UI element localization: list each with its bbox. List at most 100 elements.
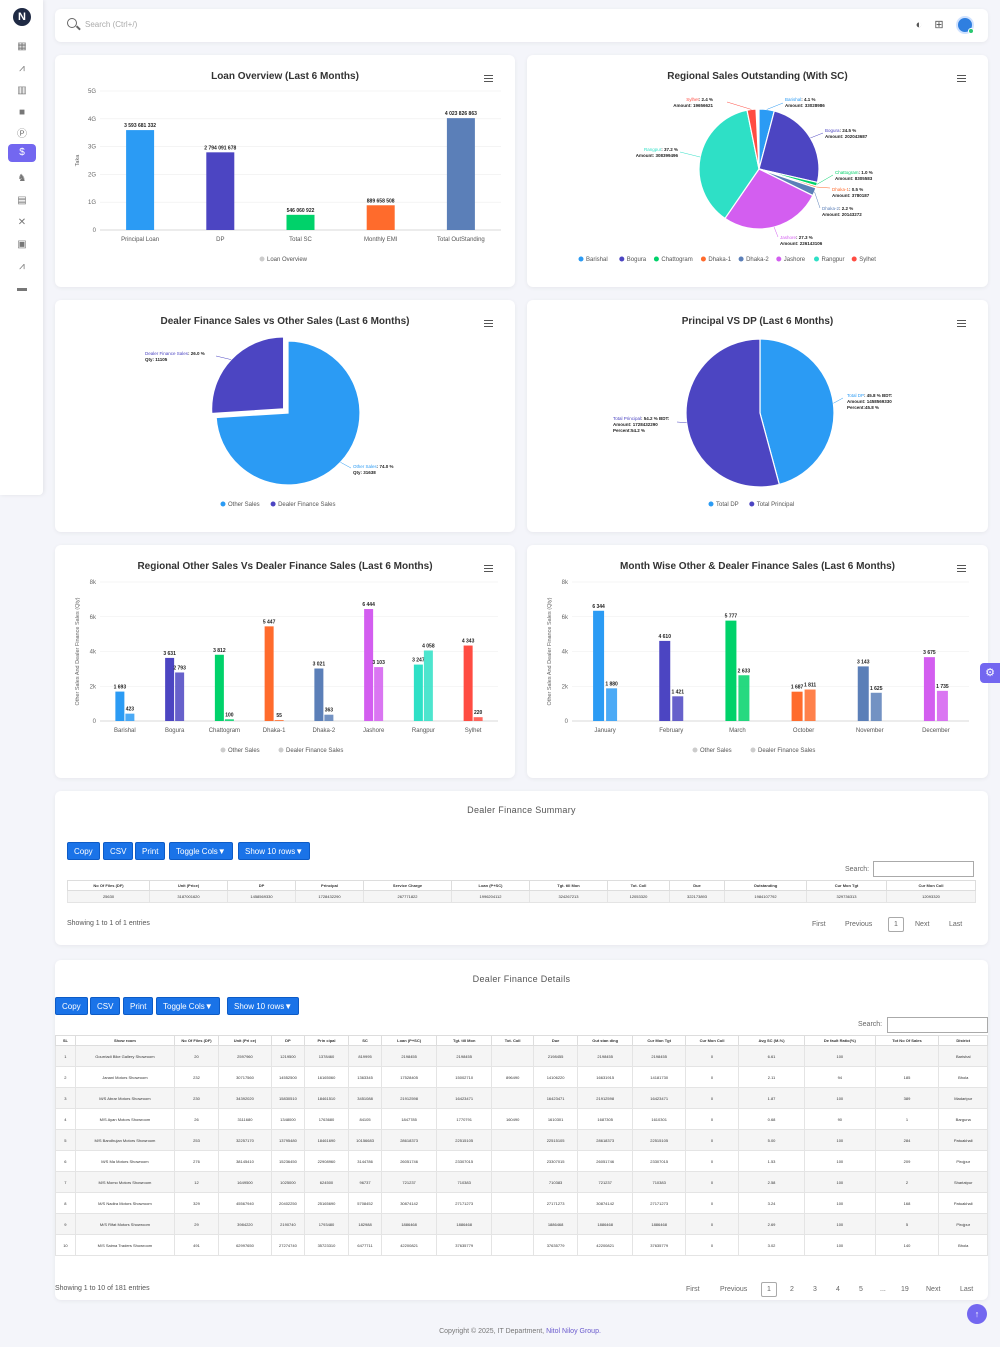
table-cell: 34392020 <box>218 1087 272 1109</box>
graph-icon[interactable]: ⩘ <box>19 261 25 272</box>
scroll-top-icon[interactable]: ↑ <box>967 1304 987 1324</box>
theme-toggle-icon[interactable]: ◐ <box>915 19 923 31</box>
page-link-last[interactable]: Last <box>949 921 963 928</box>
column-header[interactable]: Avg SC (M-%) <box>737 1035 806 1046</box>
column-header[interactable]: No Of Files (DF) <box>67 880 150 891</box>
tools-icon[interactable]: ✕ <box>17 217 27 228</box>
table-cell: 100 <box>804 1213 876 1235</box>
document-icon[interactable]: ▤ <box>17 195 27 206</box>
page-link-previous[interactable]: Previous <box>720 1286 748 1293</box>
column-header[interactable]: Tgt. till Mon <box>436 1035 493 1046</box>
y-tick-label: 8k <box>562 580 569 586</box>
page-link-19[interactable]: 19 <box>901 1286 909 1293</box>
column-header[interactable]: Prin cipal <box>303 1035 350 1046</box>
column-header[interactable]: Tot No Of Sales <box>874 1035 940 1046</box>
page-link-first[interactable]: First <box>686 1286 700 1293</box>
details-show-10-rows-button[interactable]: Show 10 rows▼ <box>227 997 300 1015</box>
pie-label-value: Amount: 202043687 <box>825 134 868 139</box>
chart-menu-icon[interactable] <box>957 75 966 82</box>
summary-toggle-cols-button[interactable]: Toggle Cols▼ <box>169 842 233 860</box>
user-avatar[interactable] <box>956 16 974 34</box>
column-header[interactable]: Tot. Coll <box>607 880 670 891</box>
details-copy-button[interactable]: Copy <box>55 997 88 1015</box>
column-header[interactable]: Tot. Coll <box>491 1035 535 1046</box>
column-header[interactable]: Cur Mon Coll <box>886 880 976 891</box>
table-body: 25630 3187001620 1458569330 1728432290 26777… <box>67 890 976 903</box>
column-header[interactable]: Loan (P+SC) <box>381 1035 438 1046</box>
online-status-dot <box>968 28 974 34</box>
column-header[interactable]: DP <box>270 1035 305 1046</box>
settings-gear-icon[interactable]: ⚙ <box>980 663 1000 683</box>
page-link-4[interactable]: 4 <box>836 1286 840 1293</box>
parking-icon[interactable]: Ⓟ <box>17 129 27 140</box>
page-link-next[interactable]: Next <box>915 921 930 928</box>
column-header[interactable]: Outstanding <box>724 880 807 891</box>
column-header[interactable]: Unit (Pri ce) <box>218 1035 272 1046</box>
chart-menu-icon[interactable] <box>484 320 493 327</box>
chart-menu-icon[interactable] <box>484 565 493 572</box>
column-header[interactable]: Principal <box>295 880 364 891</box>
pie-label-value: Qty: 11105 <box>145 357 168 362</box>
grid-apps-icon[interactable]: ⊞ <box>934 19 944 31</box>
data-label: 100 <box>225 712 234 718</box>
column-header[interactable]: Service Charge <box>363 880 452 891</box>
pie-label-name: Barishal: 4.1 % <box>785 97 816 102</box>
search-input[interactable]: Search (Ctrl+/) <box>85 20 138 29</box>
map-icon[interactable]: ▥ <box>17 85 27 96</box>
column-header[interactable]: SL <box>55 1035 76 1046</box>
logo[interactable]: N <box>13 8 31 26</box>
column-header[interactable]: Show room <box>74 1035 175 1046</box>
column-header[interactable]: DP <box>227 880 296 891</box>
toolbox-icon[interactable]: ▬ <box>17 283 27 294</box>
chart-menu-icon[interactable] <box>957 565 966 572</box>
dashboard-icon[interactable]: ▦ <box>17 41 27 52</box>
summary-print-button[interactable]: Print <box>135 842 166 860</box>
table-cell: 18461510 <box>303 1087 350 1109</box>
details-search-input[interactable] <box>887 1017 988 1033</box>
details-print-button[interactable]: Print <box>123 997 154 1015</box>
column-header[interactable]: Due <box>669 880 725 891</box>
column-header[interactable]: Cur Mon Coll <box>685 1035 739 1046</box>
money-bag-icon[interactable]: $ <box>8 144 36 162</box>
table-cell: 3451088 <box>348 1087 383 1109</box>
column-header[interactable]: Unit (Price) <box>149 880 228 891</box>
summary-search-input[interactable] <box>873 861 974 877</box>
chart-menu-icon[interactable] <box>484 75 493 82</box>
column-header[interactable]: SC <box>348 1035 383 1046</box>
column-header[interactable]: Tgt. till Mon <box>529 880 608 891</box>
column-header[interactable]: De fault Ratio(%) <box>804 1035 876 1046</box>
summary-csv-button[interactable]: CSV <box>103 842 134 860</box>
details-csv-button[interactable]: CSV <box>90 997 121 1015</box>
page-link-first[interactable]: First <box>812 921 826 928</box>
page-link-last[interactable]: Last <box>960 1286 974 1293</box>
page-link-5[interactable]: 5 <box>859 1286 863 1293</box>
footer-brand-link[interactable]: Nitol Niloy Group. <box>546 1328 601 1335</box>
column-header[interactable]: District <box>938 1035 988 1046</box>
page-link-1[interactable]: 1 <box>888 917 904 932</box>
column-header[interactable]: Out stan ding <box>577 1035 634 1046</box>
data-label: 3 593 681 332 <box>124 123 156 129</box>
page-link-2[interactable]: 2 <box>790 1286 794 1293</box>
summary-show-10-rows-button[interactable]: Show 10 rows▼ <box>238 842 311 860</box>
table-cell: M/S Ma Motors Showroom <box>74 1150 175 1172</box>
briefcase-icon[interactable]: ■ <box>18 107 26 118</box>
chart-menu-icon[interactable] <box>957 320 966 327</box>
table-cell: 185 <box>874 1066 940 1088</box>
column-header[interactable]: Due <box>533 1035 579 1046</box>
page-link-3[interactable]: 3 <box>813 1286 817 1293</box>
legend-item: Dealer Finance Sales <box>278 502 335 508</box>
page-link-previous[interactable]: Previous <box>845 921 873 928</box>
column-header[interactable]: Cur Mon Tgt <box>806 880 887 891</box>
details-toggle-cols-button[interactable]: Toggle Cols▼ <box>156 997 220 1015</box>
clipboard-icon[interactable]: ▣ <box>17 239 27 250</box>
column-header[interactable]: Loan (P+SC) <box>451 880 530 891</box>
column-header[interactable]: Cur Mon Tgt <box>632 1035 687 1046</box>
page-link-1[interactable]: 1 <box>761 1282 777 1297</box>
x-tick-label: Dhaka-1 <box>263 728 286 734</box>
page-link-next[interactable]: Next <box>926 1286 941 1293</box>
motorbike-icon[interactable]: ♞ <box>17 173 27 184</box>
chart-icon[interactable]: ⩘ <box>19 63 25 74</box>
search-icon[interactable] <box>67 18 77 28</box>
column-header[interactable]: No Of Files (DF) <box>173 1035 220 1046</box>
summary-copy-button[interactable]: Copy <box>67 842 100 860</box>
